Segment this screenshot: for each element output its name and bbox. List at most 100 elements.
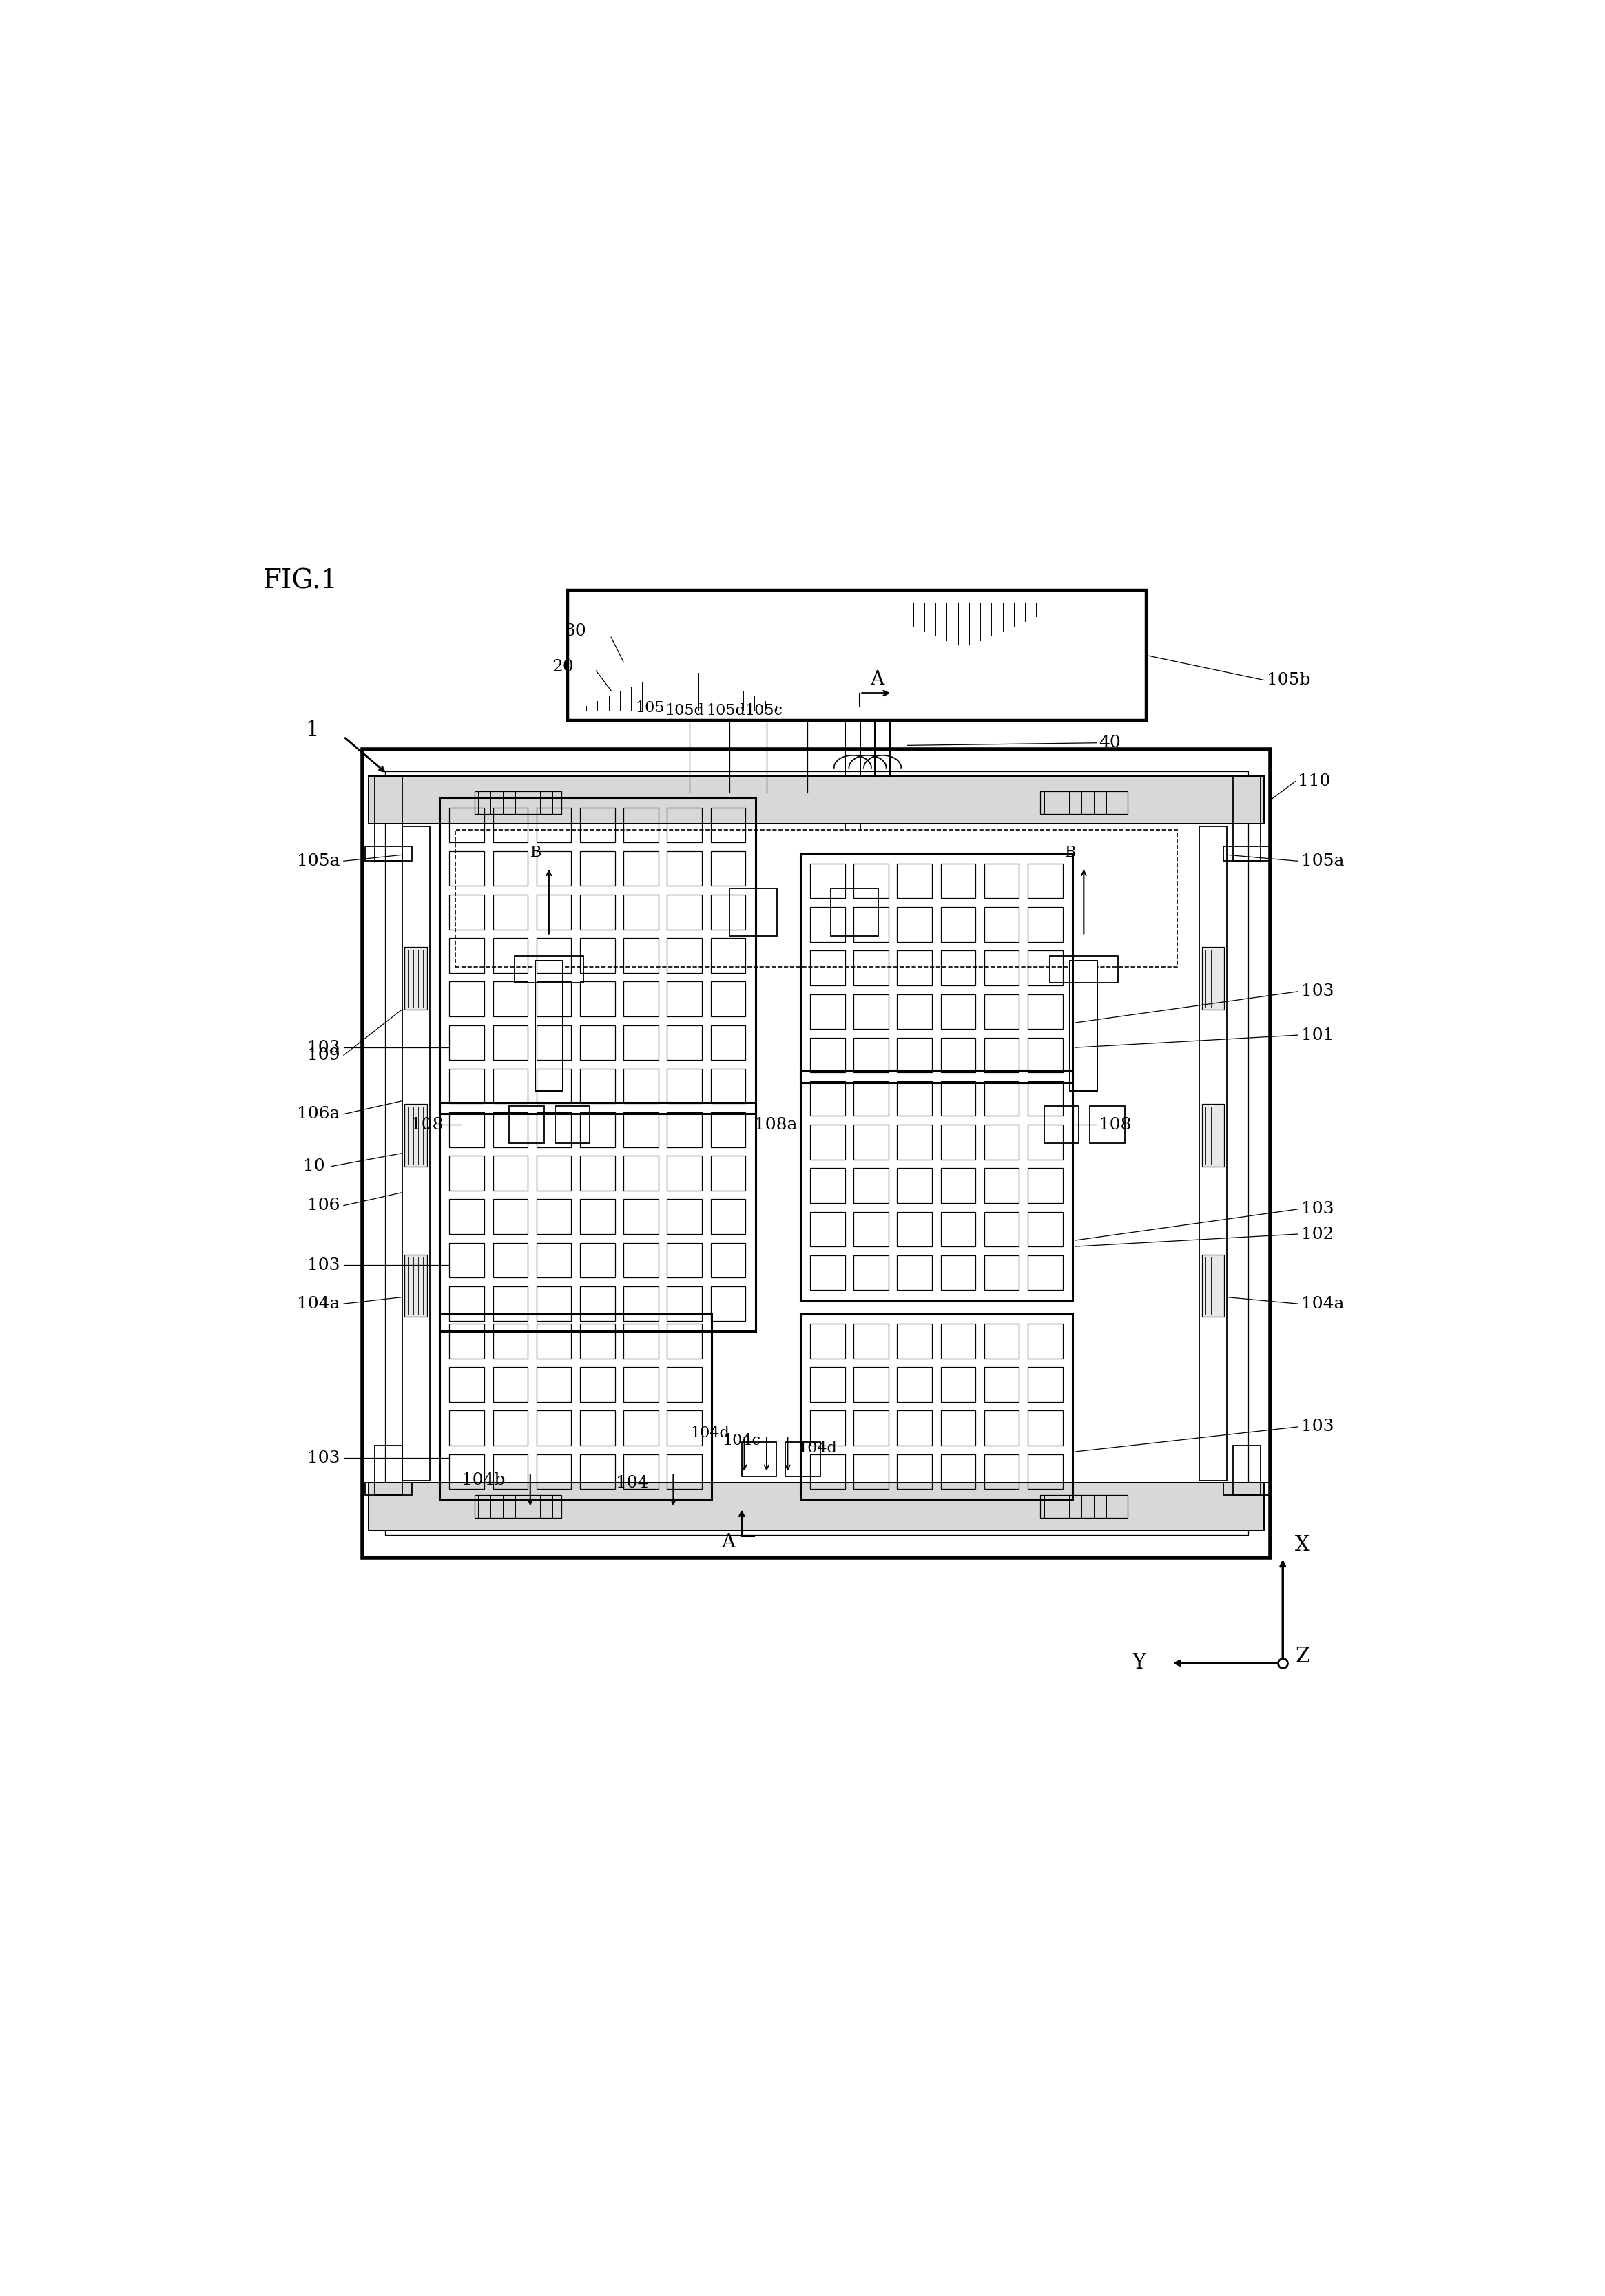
Text: 40: 40 [1099, 735, 1120, 751]
Bar [811, 1256, 844, 1290]
Bar [984, 1453, 1019, 1490]
Bar [536, 1410, 571, 1446]
Text: 30: 30 [565, 622, 586, 638]
Bar [493, 852, 528, 886]
Bar [897, 1038, 933, 1072]
Bar [711, 852, 745, 886]
Text: 103: 103 [307, 1258, 340, 1272]
Bar [1027, 994, 1063, 1029]
Bar [536, 1322, 571, 1359]
Text: X: X [1295, 1534, 1310, 1557]
Bar [897, 994, 933, 1029]
Bar [668, 1199, 701, 1233]
Bar [369, 776, 1265, 824]
Text: 105a: 105a [297, 854, 340, 868]
Bar [811, 1081, 844, 1116]
Bar [440, 1313, 713, 1499]
Text: 104d: 104d [798, 1440, 836, 1456]
Bar [1233, 1446, 1260, 1495]
Bar [811, 1322, 844, 1359]
Bar [363, 748, 1271, 1557]
Text: 103: 103 [307, 1451, 340, 1465]
Bar [984, 1081, 1019, 1116]
Bar [668, 1286, 701, 1320]
Bar [811, 1212, 844, 1247]
Bar [1223, 847, 1271, 861]
Bar [1027, 1256, 1063, 1290]
Bar [711, 895, 745, 930]
Bar [668, 939, 701, 974]
Text: 103: 103 [1302, 1201, 1334, 1217]
Bar [493, 1366, 528, 1403]
Bar [536, 1068, 571, 1104]
Bar [854, 1322, 889, 1359]
Bar [1202, 1254, 1225, 1318]
Bar [1027, 1212, 1063, 1247]
Bar [1071, 960, 1098, 1091]
Bar [623, 1111, 658, 1148]
Bar [493, 1453, 528, 1490]
Text: FIG.1: FIG.1 [263, 569, 337, 595]
Bar [623, 1410, 658, 1446]
Text: 105: 105 [636, 700, 664, 716]
Bar [623, 1155, 658, 1192]
Bar [730, 889, 777, 937]
Bar [579, 1322, 615, 1359]
Bar [534, 960, 563, 1091]
Text: 105b: 105b [1266, 673, 1310, 689]
Bar [668, 1068, 701, 1104]
Bar [623, 1286, 658, 1320]
Bar [1027, 1453, 1063, 1490]
Bar [579, 1068, 615, 1104]
Bar [984, 907, 1019, 941]
Bar [1233, 776, 1260, 861]
Bar [579, 1453, 615, 1490]
Text: 110: 110 [1298, 774, 1331, 790]
Bar [897, 907, 933, 941]
Text: 104b: 104b [462, 1472, 506, 1488]
Bar [854, 1169, 889, 1203]
Bar [579, 1155, 615, 1192]
Text: 105d: 105d [664, 703, 705, 719]
Bar [897, 951, 933, 985]
Bar [941, 951, 976, 985]
Bar [509, 1107, 544, 1143]
Bar [711, 808, 745, 843]
Bar [369, 776, 1265, 824]
Text: 105c: 105c [745, 703, 783, 719]
Bar [623, 808, 658, 843]
Bar [449, 1286, 485, 1320]
Text: 103: 103 [307, 1040, 340, 1056]
Text: A: A [722, 1534, 735, 1552]
Bar [623, 1199, 658, 1233]
Bar [449, 1111, 485, 1148]
Bar [579, 1410, 615, 1446]
Bar [1040, 792, 1127, 813]
Bar [493, 1155, 528, 1192]
Bar [941, 994, 976, 1029]
Bar [623, 1242, 658, 1277]
Bar [1027, 1038, 1063, 1072]
Bar [984, 1038, 1019, 1072]
Bar [449, 852, 485, 886]
Bar [984, 1125, 1019, 1159]
Bar [711, 1068, 745, 1104]
Bar [984, 994, 1019, 1029]
Bar [536, 895, 571, 930]
Bar [668, 1242, 701, 1277]
Text: 108a: 108a [754, 1116, 798, 1132]
Bar [579, 1366, 615, 1403]
Bar [623, 852, 658, 886]
Bar [536, 1453, 571, 1490]
Bar [941, 863, 976, 898]
Text: 106a: 106a [297, 1107, 340, 1123]
Bar [801, 1313, 1072, 1499]
Bar [1027, 951, 1063, 985]
Bar [941, 1038, 976, 1072]
Bar [941, 907, 976, 941]
Bar [711, 1155, 745, 1192]
Bar [449, 1068, 485, 1104]
Bar [1027, 1125, 1063, 1159]
Bar [668, 1026, 701, 1061]
Bar [668, 1410, 701, 1446]
